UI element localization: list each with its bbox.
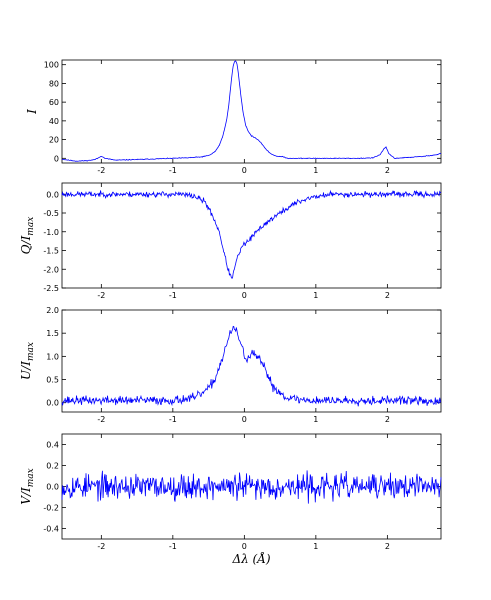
y-tick-label: 20 — [49, 136, 59, 145]
panel-q: -2 -1 0 1 2 0.0 -0.5 -1.0 -1.5 -2.0 -2.5 Q/Imax — [19, 182, 442, 300]
x-tick-label: -2 — [97, 166, 105, 175]
panel-u-frame — [61, 309, 442, 413]
y-tick-label: -2.5 — [43, 284, 59, 293]
y-tick-label: 0.4 — [46, 441, 59, 450]
x-tick-label: 1 — [313, 291, 318, 300]
x-tick-label: 1 — [313, 542, 318, 551]
y-tick-label: 1.5 — [46, 329, 59, 338]
x-tick-label: -2 — [97, 415, 105, 424]
y-tick-label: 0 — [54, 154, 59, 163]
x-tick-label: 2 — [385, 415, 390, 424]
y-tick-label: 0.0 — [46, 483, 59, 492]
y-tick-label: 0.2 — [46, 462, 59, 471]
x-tick-label: -1 — [169, 542, 177, 551]
y-tick-label: -0.2 — [43, 504, 59, 513]
y-tick-label: 0.0 — [46, 190, 59, 199]
x-tick-label: -1 — [169, 166, 177, 175]
x-tick-label: 1 — [313, 166, 318, 175]
panel-v-ylabel: V/Imax — [19, 468, 36, 504]
panel-v: -2 -1 0 1 2 -0.4 -0.2 0.0 0.2 0.4 V/Imax — [19, 433, 442, 551]
panel-v-line — [61, 470, 442, 504]
y-tick-label: 1.0 — [46, 352, 59, 361]
x-axis-label: Δλ (Å) — [231, 551, 270, 566]
x-tick-label: 2 — [385, 291, 390, 300]
x-tick-label: -1 — [169, 291, 177, 300]
y-tick-label: -1.5 — [43, 247, 59, 256]
x-tick-label: 0 — [242, 415, 247, 424]
y-tick-label: 2.0 — [46, 306, 59, 315]
y-tick-label: 0.5 — [46, 376, 59, 385]
y-tick-label: 0.0 — [46, 399, 59, 408]
y-tick-label: 60 — [49, 98, 59, 107]
panel-u-line — [61, 325, 442, 407]
x-tick-label: -1 — [169, 415, 177, 424]
panel-u: -2 -1 0 1 2 0.0 0.5 1.0 1.5 2.0 U/Imax — [19, 306, 442, 424]
panel-q-ticks: -2 -1 0 1 2 0.0 -0.5 -1.0 -1.5 -2.0 -2.5 — [43, 183, 441, 300]
panel-intensity-frame — [61, 59, 442, 164]
x-tick-label: -2 — [97, 542, 105, 551]
x-tick-label: -2 — [97, 291, 105, 300]
x-tick-label: 2 — [385, 542, 390, 551]
panel-intensity-line — [61, 60, 442, 162]
y-tick-label: -2.0 — [43, 265, 59, 274]
x-tick-label: 2 — [385, 166, 390, 175]
panel-q-ylabel: Q/Imax — [19, 217, 36, 255]
x-tick-label: 1 — [313, 415, 318, 424]
y-tick-label: -0.4 — [43, 525, 59, 534]
y-tick-label: -0.5 — [43, 209, 59, 218]
panel-u-ylabel: U/Imax — [19, 342, 36, 380]
x-tick-label: 0 — [242, 542, 247, 551]
x-tick-label: 0 — [242, 166, 247, 175]
panel-u-ticks: -2 -1 0 1 2 0.0 0.5 1.0 1.5 2.0 — [46, 306, 441, 424]
x-tick-label: 0 — [242, 291, 247, 300]
y-tick-label: 40 — [49, 117, 59, 126]
y-tick-label: -1.0 — [43, 228, 59, 237]
panel-q-line — [61, 189, 442, 279]
y-tick-label: 80 — [49, 79, 59, 88]
y-tick-label: 100 — [44, 61, 59, 70]
panel-intensity-ylabel: I — [25, 109, 39, 115]
